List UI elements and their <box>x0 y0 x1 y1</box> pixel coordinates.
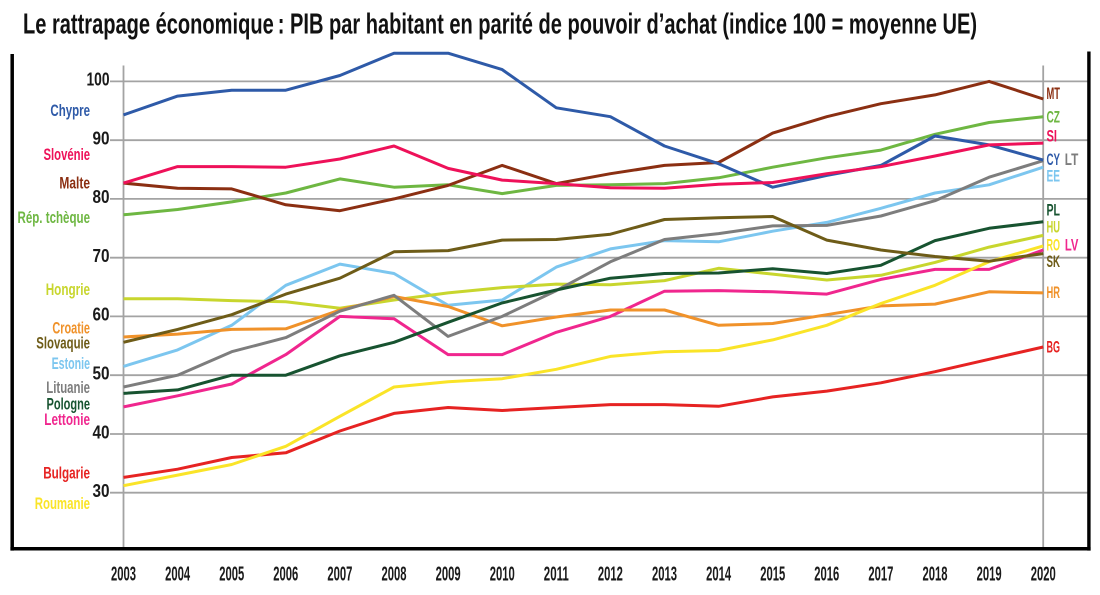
svg-text:2009: 2009 <box>436 564 461 586</box>
svg-text:LT: LT <box>1065 151 1079 169</box>
svg-text:Lettonie: Lettonie <box>44 411 90 429</box>
svg-text:100: 100 <box>87 69 110 90</box>
svg-text:80: 80 <box>93 186 110 207</box>
svg-text:LV: LV <box>1065 236 1079 254</box>
svg-text:2008: 2008 <box>382 564 407 586</box>
svg-text:CY: CY <box>1047 151 1061 169</box>
svg-text:SK: SK <box>1047 253 1061 271</box>
svg-text:MT: MT <box>1047 85 1061 103</box>
svg-text:PL: PL <box>1047 202 1061 220</box>
svg-text:SI: SI <box>1047 127 1058 145</box>
svg-text:2019: 2019 <box>977 564 1002 586</box>
svg-text:Hongrie: Hongrie <box>46 281 90 299</box>
svg-text:Rép. tchèque: Rép. tchèque <box>18 209 91 227</box>
svg-text:Croatie: Croatie <box>52 320 90 338</box>
svg-text:2020: 2020 <box>1031 564 1056 586</box>
svg-text:2016: 2016 <box>814 564 839 586</box>
svg-text:Lituanie: Lituanie <box>46 379 90 397</box>
svg-text:2015: 2015 <box>760 564 785 586</box>
svg-text:2011: 2011 <box>544 564 569 586</box>
svg-text:2014: 2014 <box>706 564 731 586</box>
svg-text:2018: 2018 <box>923 564 948 586</box>
svg-text:EE: EE <box>1047 167 1061 185</box>
svg-text:50: 50 <box>93 363 110 384</box>
svg-text:70: 70 <box>93 245 110 266</box>
svg-text:Malte: Malte <box>59 174 90 192</box>
svg-text:2007: 2007 <box>327 564 352 586</box>
svg-text:HR: HR <box>1047 284 1061 302</box>
svg-text:60: 60 <box>93 304 110 325</box>
svg-text:2013: 2013 <box>652 564 677 586</box>
svg-text:90: 90 <box>93 128 110 149</box>
svg-text:BG: BG <box>1047 339 1061 357</box>
svg-text:2017: 2017 <box>868 564 893 586</box>
svg-text:Pologne: Pologne <box>47 395 91 413</box>
svg-text:40: 40 <box>93 421 110 442</box>
svg-text:2012: 2012 <box>598 564 623 586</box>
svg-text:HU: HU <box>1047 218 1061 236</box>
svg-text:Estonie: Estonie <box>52 355 90 373</box>
svg-text:2003: 2003 <box>111 564 136 586</box>
svg-text:2005: 2005 <box>219 564 244 586</box>
svg-text:RO: RO <box>1047 236 1061 254</box>
svg-text:Bulgarie: Bulgarie <box>43 465 90 483</box>
svg-text:Roumanie: Roumanie <box>35 495 90 513</box>
svg-text:2010: 2010 <box>490 564 515 586</box>
svg-text:30: 30 <box>93 480 110 501</box>
svg-text:2004: 2004 <box>165 564 190 586</box>
svg-text:Slovaquie: Slovaquie <box>36 335 90 353</box>
svg-text:Chypre: Chypre <box>50 102 90 120</box>
svg-text:CZ: CZ <box>1047 109 1061 127</box>
svg-text:Slovénie: Slovénie <box>44 146 91 164</box>
svg-text:2006: 2006 <box>273 564 298 586</box>
svg-text:Le rattrapage économique : PIB: Le rattrapage économique : PIB par habit… <box>23 8 977 40</box>
